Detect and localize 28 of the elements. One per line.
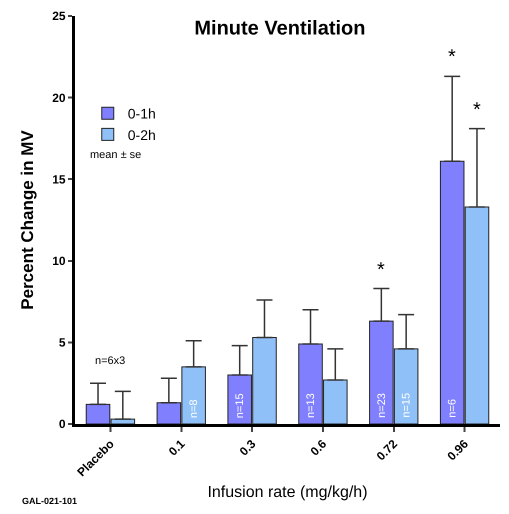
annotation: * — [448, 46, 456, 68]
annotation: n=23 — [376, 393, 388, 418]
annotation: n=6x3 — [95, 355, 126, 367]
y-tick-label: 0 — [58, 417, 66, 432]
x-tick-label: 0.3 — [236, 436, 259, 459]
x-tick-label: 0.1 — [166, 436, 188, 459]
y-tick-label: 25 — [52, 9, 66, 24]
y-tick-label: 15 — [52, 172, 66, 186]
y-tick-label: 10 — [52, 254, 66, 268]
legend-label: 0-2h — [128, 126, 156, 143]
annotation: * — [473, 99, 481, 121]
text: GAL-021-101 — [22, 496, 78, 506]
annotation: n=6 — [446, 399, 459, 418]
x-tick-label: 0.96 — [444, 436, 472, 464]
annotation: n=15 — [234, 393, 246, 418]
chart-title: Minute Ventilation — [194, 18, 366, 40]
y-tick-label: 5 — [58, 336, 66, 350]
annotation: n=13 — [305, 393, 318, 418]
y-tick-label: 20 — [52, 90, 66, 105]
x-axis-title: Infusion rate (mg/kg/h) — [207, 484, 368, 502]
annotation: * — [377, 259, 385, 281]
x-tick-label: 0.72 — [374, 436, 400, 464]
x-tick-label: 0.6 — [308, 436, 330, 459]
legend-label: 0-1h — [128, 106, 156, 122]
annotation: n=15 — [400, 392, 413, 418]
y-axis-title: Percent Change in MV — [18, 130, 37, 310]
annotation: mean ± se — [90, 149, 142, 161]
annotation: n=8 — [188, 399, 200, 418]
